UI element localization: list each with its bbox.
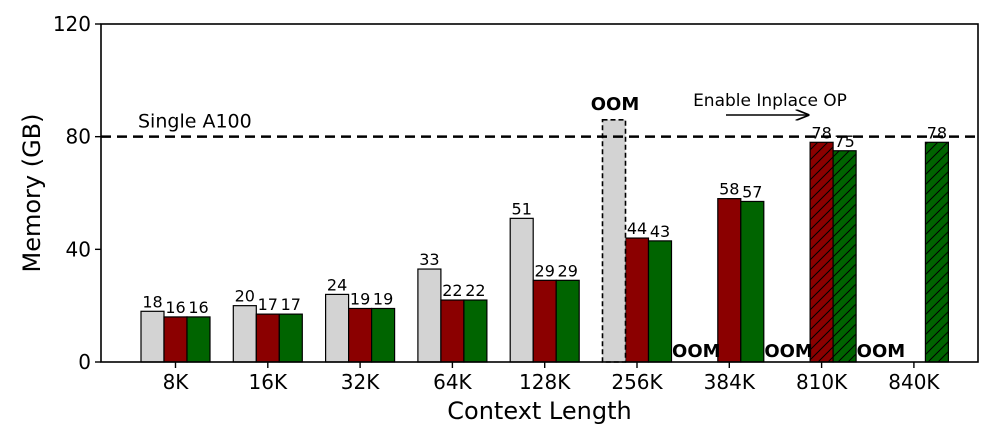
annotation-label: Enable Inplace OP [693,91,847,111]
x-tick-label-840K: 840K [888,370,940,394]
bar-8K-s1 [163,316,188,363]
bar-64K-s2 [463,299,488,363]
x-tick-label-16K: 16K [249,370,288,394]
value-label-16K-s1: 17 [258,295,278,314]
bar-384K-s2 [740,200,765,363]
value-label-64K-s0: 33 [419,250,439,269]
bar-128K-s2 [555,279,580,363]
value-label-8K-s1: 16 [165,298,185,317]
oom-dashed-bar-256K [601,118,627,363]
y-tick-label-80: 80 [66,125,91,149]
value-label-810K-s1: 78 [811,123,831,142]
y-tick-label-0: 0 [78,350,91,374]
value-label-384K-s1: 58 [719,180,739,199]
value-label-8K-s0: 18 [142,292,162,311]
oom-label-840K: OOM [857,341,906,362]
bar-256K-s2 [647,240,673,363]
bar-32K-s2 [371,307,396,363]
value-label-840K-s2: 78 [927,123,947,142]
value-label-128K-s2: 29 [558,261,578,280]
value-label-32K-s2: 19 [373,289,393,308]
bar-810K-s1 [809,141,834,363]
bar-256K-s1 [624,237,650,363]
x-tick-label-8K: 8K [163,370,190,394]
x-tick-label-64K: 64K [433,370,472,394]
x-axis-title: Context Length [447,397,631,425]
axes-layer: 0 40 80 120 8K 16K 32K 64K 128K 256K 384K 810K 840K C… [18,12,979,425]
value-label-256K-s2: 43 [650,222,670,241]
oom-label-384K: OOM [672,341,721,362]
value-label-32K-s1: 19 [350,289,370,308]
bar-16K-s2 [278,313,303,363]
y-tick-label-40: 40 [66,237,91,261]
bar-16K-s0 [232,305,257,363]
reference-line-label: Single A100 [138,111,252,133]
y-tick-label-120: 120 [53,12,91,36]
bar-32K-s0 [325,293,350,363]
value-label-16K-s2: 17 [281,295,301,314]
bar-8K-s0 [140,310,165,363]
oom-label-256K: OOM [591,94,640,115]
value-label-256K-s1: 44 [627,219,647,238]
bar-810K-s2 [832,150,857,363]
value-label-32K-s0: 24 [327,275,347,294]
value-label-128K-s0: 51 [512,199,532,218]
oom-label-810K: OOM [764,341,813,362]
bar-840K-s2 [924,141,950,363]
bar-32K-s1 [348,307,373,363]
value-label-810K-s2: 75 [834,132,854,151]
x-tick-label-32K: 32K [341,370,380,394]
bar-384K-s1 [717,198,742,363]
bar-64K-s0 [417,268,442,363]
bar-128K-s0 [509,217,534,363]
x-tick-label-256K: 256K [611,370,663,394]
value-label-64K-s1: 22 [442,281,462,300]
x-tick-label-384K: 384K [704,370,756,394]
bar-8K-s2 [186,316,211,363]
value-label-64K-s2: 22 [465,281,485,300]
value-label-384K-s2: 57 [742,182,762,201]
y-axis-title: Memory (GB) [18,113,46,272]
bars-layer [140,118,950,363]
bar-16K-s1 [255,313,280,363]
value-label-128K-s1: 29 [535,261,555,280]
bar-64K-s1 [440,299,465,363]
x-tick-label-128K: 128K [519,370,571,394]
plot-frame [100,23,979,363]
x-tick-label-810K: 810K [796,370,848,394]
bar-128K-s1 [532,279,557,363]
value-label-8K-s2: 16 [188,298,208,317]
value-label-16K-s0: 20 [235,287,255,306]
